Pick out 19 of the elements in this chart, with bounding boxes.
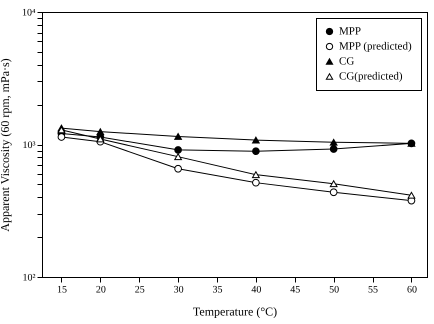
x-tick-label: 20 [96, 284, 106, 296]
x-axis-title: Temperature (°C) [192, 304, 278, 318]
x-tick-label: 35 [212, 284, 222, 296]
y-tick-label: 10³ [22, 140, 36, 151]
x-tick-label: 15 [56, 284, 67, 296]
x-tick-label: 45 [290, 284, 300, 296]
x-tick-label: 40 [251, 284, 262, 296]
legend-label: MPP [339, 26, 362, 38]
legend-label: MPP (predicted) [339, 40, 412, 52]
y-axis-title: Apparent Viscosity (60 rpm, mPa·s) [0, 58, 12, 232]
x-tick-label: 25 [134, 284, 145, 296]
x-tick-label: 50 [329, 284, 340, 296]
x-tick-label: 60 [406, 284, 417, 296]
y-tick-label: 10² [22, 272, 36, 284]
x-tick-label: 30 [174, 284, 184, 296]
y-tick-label: 10⁴ [22, 8, 36, 18]
x-tick-label: 55 [368, 284, 378, 296]
legend-label: CG [339, 56, 354, 68]
legend-label: CG(predicted) [339, 70, 403, 82]
